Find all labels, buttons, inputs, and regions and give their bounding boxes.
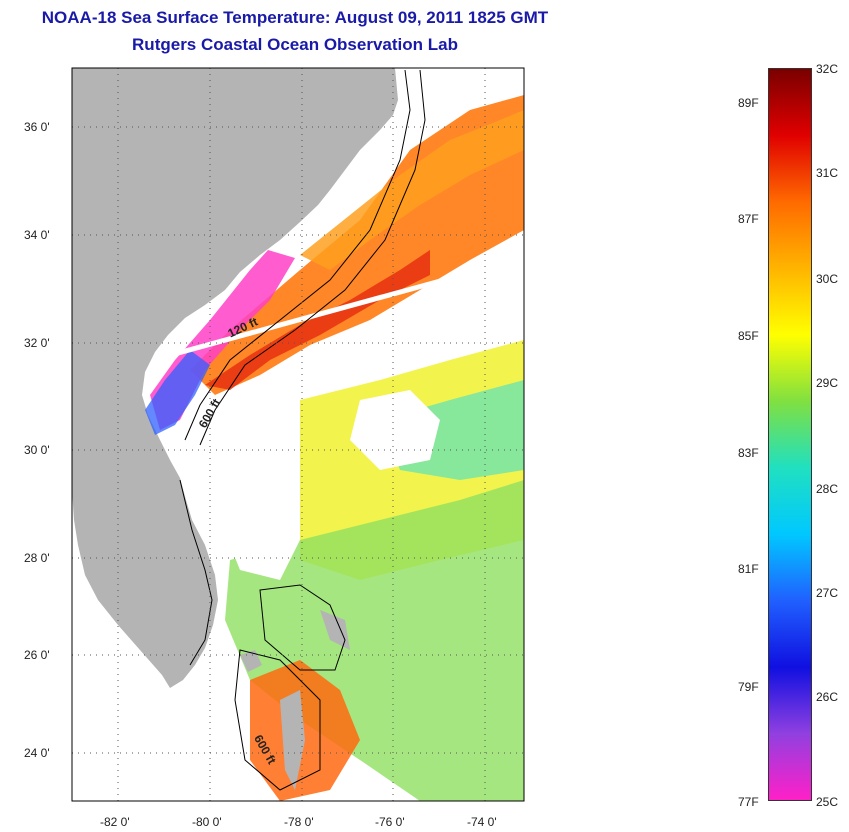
- colorbar-fahrenheit-label: 81F: [738, 562, 759, 576]
- sst-green-zone: [225, 480, 524, 801]
- lat-label: 24 0': [24, 746, 50, 760]
- lat-label: 36 0': [24, 120, 50, 134]
- colorbar-celsius-label: 28C: [816, 482, 839, 496]
- sst-orange-zone: [300, 110, 524, 270]
- lon-label: -80 0': [192, 815, 222, 829]
- colorbar-celsius-label: 26C: [816, 690, 839, 704]
- bahamas-island: [240, 650, 262, 672]
- lat-label: 32 0': [24, 336, 50, 350]
- colorbar-fahrenheit-label: 89F: [738, 96, 759, 110]
- land-mass: [72, 68, 398, 688]
- lat-label: 34 0': [24, 228, 50, 242]
- sst-blue-zone: [145, 350, 210, 435]
- colorbar-celsius-label: 27C: [816, 586, 839, 600]
- depth-contour: [179, 479, 213, 666]
- colorbar-fahrenheit-label: 83F: [738, 446, 759, 460]
- graticule: [72, 68, 524, 801]
- colorbar-celsius-label: 32C: [816, 62, 839, 76]
- colorbar-celsius-label: 25C: [816, 795, 839, 809]
- depth-contour: [234, 649, 321, 791]
- cloud-patch: [440, 285, 524, 340]
- bahamas-island: [320, 610, 350, 650]
- colorbar-fahrenheit-label: 85F: [738, 329, 759, 343]
- depth-contour: [184, 69, 411, 441]
- map-title: NOAA-18 Sea Surface Temperature: August …: [41, 8, 549, 27]
- ship-track: [159, 255, 524, 361]
- bahamas-island: [280, 690, 305, 790]
- lon-label: -82 0': [100, 815, 130, 829]
- depth-contour: [259, 584, 346, 671]
- sst-hot-band: [205, 250, 430, 390]
- cloud-patch: [220, 505, 300, 580]
- lon-label: -74 0': [467, 815, 497, 829]
- lat-label: 28 0': [24, 551, 50, 565]
- map-subtitle: Rutgers Coastal Ocean Observation Lab: [132, 35, 458, 54]
- colorbar-fahrenheit-label: 87F: [738, 212, 759, 226]
- colorbar-fahrenheit-label: 77F: [738, 795, 759, 809]
- colorbar-celsius-label: 30C: [816, 272, 839, 286]
- map-frame: [71, 67, 525, 802]
- colorbar-celsius-label: 31C: [816, 166, 839, 180]
- lat-label: 30 0': [24, 443, 50, 457]
- colorbar-celsius-label: 29C: [816, 376, 839, 390]
- temperature-colorbar: [768, 68, 812, 801]
- lat-label: 26 0': [24, 648, 50, 662]
- depth-contour: [199, 69, 426, 446]
- lon-label: -78 0': [284, 815, 314, 829]
- lon-label: -76 0': [375, 815, 405, 829]
- sst-bahamas-warm: [250, 660, 360, 801]
- colorbar-fahrenheit-label: 79F: [738, 680, 759, 694]
